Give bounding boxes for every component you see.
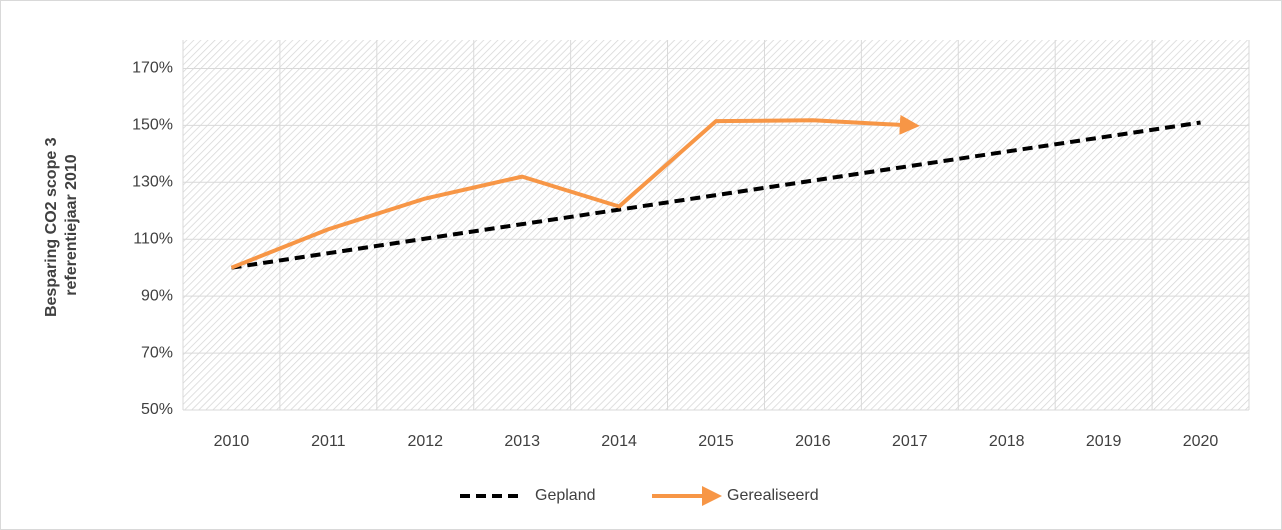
y-tick-label: 70% <box>141 344 173 361</box>
x-tick-label: 2014 <box>601 433 637 450</box>
legend-label: Gepland <box>535 487 596 504</box>
y-tick-label: 150% <box>132 117 173 134</box>
x-tick-label: 2016 <box>795 433 831 450</box>
y-axis-label-line: Besparing CO2 scope 3 <box>43 137 60 317</box>
x-tick-label: 2019 <box>1086 433 1122 450</box>
x-tick-label: 2018 <box>989 433 1025 450</box>
y-tick-label: 90% <box>141 287 173 304</box>
y-tick-label: 50% <box>141 401 173 418</box>
plot-area <box>183 40 1249 410</box>
series-line <box>230 114 920 270</box>
x-tick-label: 2011 <box>311 433 346 450</box>
x-tick-label: 2010 <box>214 433 250 450</box>
y-tick-label: 130% <box>132 174 173 191</box>
x-tick-label: 2015 <box>698 433 734 450</box>
y-tick-label: 110% <box>133 230 173 247</box>
y-axis-label-line: referentiejaar 2010 <box>63 154 80 296</box>
legend-label: Gerealiseerd <box>727 487 819 504</box>
y-axis-label: Besparing CO2 scope 3 referentiejaar 201… <box>43 133 80 317</box>
x-tick-label: 2017 <box>892 433 928 450</box>
y-tick-label: 170% <box>132 60 173 77</box>
series-line <box>231 120 1201 270</box>
x-tick-label: 2013 <box>504 433 540 450</box>
x-tick-label: 2012 <box>407 433 443 450</box>
x-tick-label: 2020 <box>1183 433 1219 450</box>
